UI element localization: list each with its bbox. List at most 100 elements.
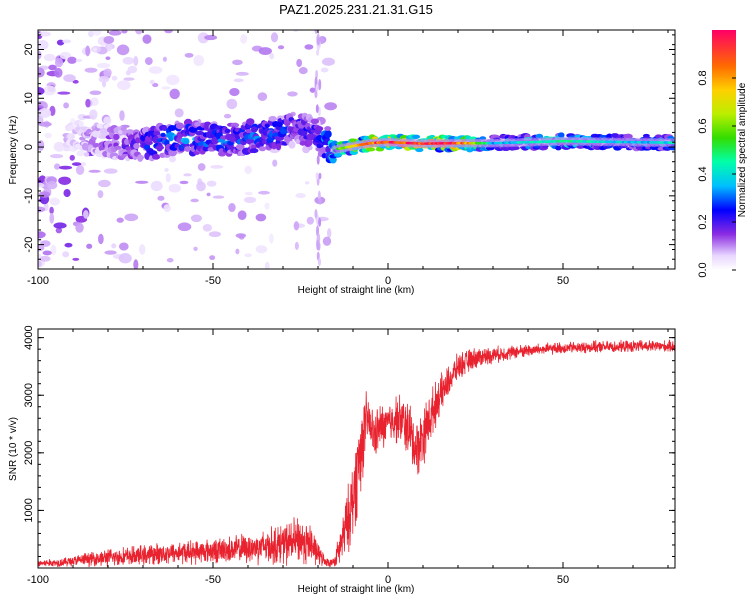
heatmap-blob [255,245,268,254]
heatmap-blob [46,180,58,190]
heatmap-blob [226,98,238,110]
heatmap-blob [135,180,149,184]
heatmap-blob [84,67,98,73]
heatmap-blob [168,149,177,157]
heatmap-blob [258,190,271,195]
spectrogram-ticks: -100 -50 0 50 20 10 0 -10 -20 [23,30,675,287]
chart-title: PAZ1.2025.231.21.31.G15 [279,2,433,17]
heatmap-blob [63,74,76,83]
heatmap-blob [124,138,130,146]
colorbar-ticks: 0.0 0.2 0.4 0.6 0.8 [697,70,736,278]
heatmap-blob [318,198,322,205]
heatmap-blob [269,233,274,244]
colorbar-label: Normalized spectral amplitude [737,82,748,217]
heatmap-blob [89,109,98,120]
heatmap-blob [71,162,82,166]
heatmap-blob [98,75,110,83]
heatmap-blob [243,148,249,154]
heatmap-blob [57,91,71,95]
heatmap-blob [162,56,167,62]
heatmap-blob [72,257,80,261]
heatmap-blob [315,104,319,114]
heatmap-blob [240,33,248,44]
heatmap-blob [246,118,255,126]
heatmap-blob [668,146,675,151]
snr-x-tick-label: -50 [205,574,221,586]
heatmap-blob [67,133,73,140]
heatmap-blob [255,213,267,222]
heatmap-blob [182,139,190,145]
heatmap-blob [293,221,300,231]
spectrogram-x-tick-label: -50 [205,275,221,287]
heatmap-blob [59,51,72,60]
heatmap-blob [106,43,112,52]
heatmap-blob [122,56,134,65]
snr-panel: -100 -50 0 50 1000 2000 3000 4000 Height of str… [8,325,676,595]
heatmap-blob [196,181,206,192]
heatmap-blob [133,259,139,269]
snr-y-tick-label: 3000 [23,383,35,407]
heatmap-blob [208,231,222,238]
heatmap-blob [164,30,173,34]
heatmap-blob [257,92,268,101]
heatmap-blob [230,122,240,128]
heatmap-blob [327,228,332,239]
heatmap-blob [316,49,320,56]
colorbar-tick-label: 0.4 [697,166,709,181]
heatmap-blob [75,165,85,175]
heatmap-blob [142,34,152,44]
heatmap-blob [318,217,322,227]
heatmap-blob [309,87,316,93]
heatmap-blob [235,233,247,239]
heatmap-blob [99,127,109,134]
heatmap-blob [96,123,104,129]
spectrogram-y-tick-label: 20 [23,43,35,55]
heatmap-blob [157,195,165,201]
heatmap-blob [244,253,252,258]
heatmap-blob [206,180,217,187]
heatmap-blob [133,142,140,150]
heatmap-blob [155,145,165,150]
heatmap-blob [91,130,101,138]
heatmap-blob [38,108,52,118]
snr-y-label: SNR (10 * v/v) [8,417,19,481]
heatmap-blob [316,155,320,165]
heatmap-blob [322,236,332,246]
heatmap-blob [69,154,75,161]
heatmap-blob [287,91,298,97]
heatmap-blob [243,196,257,204]
heatmap-blob [244,165,252,175]
heatmap-blob [116,44,130,56]
heatmap-blob [306,216,314,225]
spectrogram-x-label: Height of straight line (km) [298,285,415,296]
heatmap-blob [55,227,63,234]
snr-x-tick-label: 0 [385,574,391,586]
heatmap-blob [103,116,112,125]
heatmap-blob [179,180,189,185]
spectrogram-y-label: Frequency (Hz) [8,116,19,185]
heatmap-blob [269,52,275,60]
heatmap-blob [124,213,139,222]
heatmap-blob [85,98,91,108]
heatmap-blob [38,191,51,198]
heatmap-blob [97,190,104,199]
snr-frame [37,328,676,569]
heatmap-blob [190,198,199,203]
heatmap-blob [58,176,72,185]
heatmap-blob [366,147,376,152]
heatmap-blob [96,62,111,69]
heatmap-blob [88,30,94,38]
spectrogram-y-tick-label: 0 [23,144,35,150]
heatmap-blob [610,133,620,138]
heatmap-blob [111,75,118,81]
heatmap-blob [223,113,232,119]
heatmap-blob [209,255,216,261]
heatmap-blob [229,87,240,97]
heatmap-blob [105,56,111,61]
heatmap-blob [149,79,155,85]
heatmap-blob [98,179,111,188]
heatmap-blob [197,163,206,171]
heatmap-blob [169,88,180,100]
heatmap-blob [224,128,231,134]
heatmap-blob [184,146,191,152]
